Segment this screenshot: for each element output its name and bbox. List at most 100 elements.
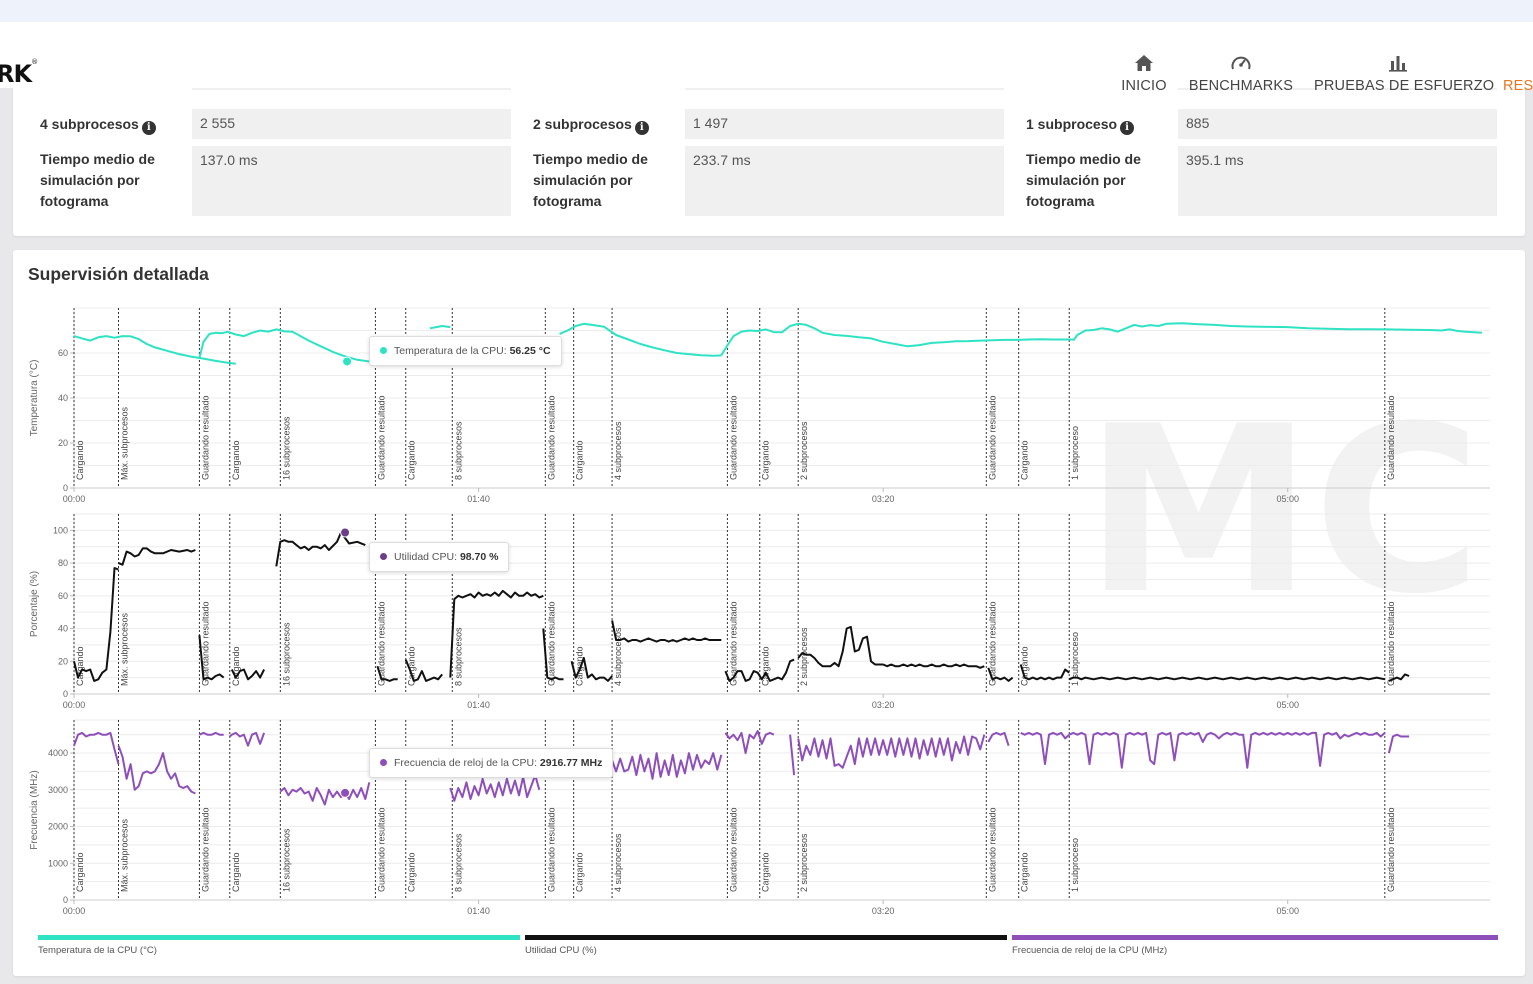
nav-benchmarks[interactable]: BENCHMARKS	[1187, 52, 1295, 104]
series-line	[118, 547, 196, 566]
phase-marker-label: 4 subprocesos	[613, 421, 623, 480]
y-tick-label: 3000	[48, 785, 68, 795]
series-line	[1019, 664, 1070, 681]
phase-marker-label: Cargando	[1020, 646, 1030, 686]
series-line	[1068, 676, 1386, 681]
phase-marker-label: 2 subprocesos	[799, 833, 809, 892]
series-line	[542, 628, 564, 681]
detailed-monitoring-card: Supervisión detallada MC 0 20 40 60 Temperatu…	[13, 250, 1525, 976]
series-line	[198, 635, 225, 681]
phase-marker-label: Guardando resultado	[200, 807, 210, 892]
x-tick-label: 01:40	[467, 906, 490, 916]
info-icon[interactable]: i	[634, 121, 649, 135]
series-line	[1388, 673, 1410, 682]
legend-frequency-bar[interactable]	[1012, 935, 1498, 940]
phase-marker-label: Cargando	[761, 440, 771, 480]
series-line	[1068, 731, 1386, 769]
y-tick-label: 100	[53, 525, 68, 535]
tooltip-dot	[380, 347, 387, 354]
x-tick-label: 01:40	[467, 700, 490, 710]
value-box-stub	[685, 70, 1004, 90]
phase-marker-label: Cargando	[761, 646, 771, 686]
app-logo[interactable]: RK®	[0, 58, 38, 88]
phase-marker-label: 8 subprocesos	[453, 421, 463, 480]
series-line	[117, 745, 196, 795]
y-tick-label: 40	[58, 624, 68, 634]
y-tick-label: 2000	[48, 822, 68, 832]
y-axis-label: Temperatura (°C)	[29, 360, 40, 437]
series-line	[1072, 322, 1482, 342]
stat-time-value: 137.0 ms	[192, 146, 511, 216]
info-icon[interactable]: i	[1120, 121, 1135, 135]
browser-top-strip	[0, 0, 1533, 22]
stat-time-label: Tiempo medio de simulación por fotograma	[533, 151, 648, 209]
phase-marker-label: Guardando resultado	[200, 395, 210, 480]
series-line	[229, 731, 266, 747]
phase-marker-label: Cargando	[575, 646, 585, 686]
x-tick-label: 01:40	[467, 494, 490, 504]
bar-chart-icon	[1389, 56, 1407, 72]
series-line	[1387, 733, 1410, 754]
nav-pruebas-de-esfuerzo[interactable]: PRUEBAS DE ESFUERZO	[1314, 52, 1494, 104]
phase-marker-label: Guardando resultado	[1386, 807, 1396, 892]
stat-value-4-subprocesos: 2 555	[192, 109, 511, 139]
phase-marker-label: 16 subprocesos	[281, 828, 291, 892]
series-line	[449, 774, 541, 802]
series-line	[724, 658, 795, 682]
y-tick-label: 1000	[48, 858, 68, 868]
phase-marker-label: Guardando resultado	[728, 807, 738, 892]
hover-point	[340, 787, 351, 798]
phase-marker-label: Guardando resultado	[1386, 395, 1396, 480]
phase-marker-label: Cargando	[761, 852, 771, 892]
phase-marker-label: Guardando resultado	[376, 601, 386, 686]
y-axis-label: Porcentaje (%)	[29, 571, 40, 637]
phase-marker-label: 1 subproceso	[1070, 838, 1080, 892]
phase-marker-label: Guardando resultado	[376, 807, 386, 892]
phase-marker-label: 1 subproceso	[1070, 632, 1080, 686]
series-line	[449, 589, 544, 678]
phase-marker-label: Cargando	[231, 440, 241, 480]
phase-marker-label: Cargando	[75, 646, 85, 686]
hover-point	[342, 356, 353, 367]
series-line	[230, 668, 265, 681]
series-line	[198, 328, 299, 359]
nav-inicio[interactable]: INICIO	[1118, 52, 1170, 104]
results-summary-card: 4 subprocesos i 2 555 Tiempo medio de sim…	[13, 70, 1525, 236]
series-line	[73, 567, 119, 682]
tooltip-dot	[380, 759, 387, 766]
legend-temperature-bar[interactable]	[38, 935, 520, 940]
x-tick-label: 03:20	[872, 906, 895, 916]
phase-marker-label: Cargando	[575, 440, 585, 480]
series-line	[429, 325, 451, 330]
y-axis-label: Frecuencia (MHz)	[29, 770, 40, 849]
series-line	[570, 657, 613, 682]
nav-resultados[interactable]: RESU	[1503, 78, 1533, 94]
phase-marker-label: 1 subproceso	[1070, 426, 1080, 480]
legend-cpu-usage-bar[interactable]	[525, 935, 1007, 940]
tooltip-temperature: Temperatura de la CPU: 56.25 °C	[369, 336, 562, 366]
phase-marker-label: Cargando	[575, 852, 585, 892]
legend-cpu-usage-label[interactable]: Utilidad CPU (%)	[525, 945, 597, 956]
series-line	[720, 322, 1074, 356]
chart-panel-1: 0 20 40 60 80 100 Porcentaje (%) 00:00 01:40 03:2…	[29, 513, 1490, 710]
stat-label-1-subproceso: 1 subproceso i	[1026, 114, 1135, 135]
series-line	[1020, 731, 1070, 766]
monitoring-charts[interactable]: MC 0 20 40 60 Temperatura (°C) 00:00 01:40 03:20…	[13, 250, 1525, 976]
series-line	[789, 734, 796, 776]
x-tick-label: 05:00	[1276, 906, 1299, 916]
legend-frequency-label[interactable]: Frecuencia de reloj de la CPU (MHz)	[1012, 945, 1168, 956]
x-tick-label: 05:00	[1276, 494, 1299, 504]
phase-marker-label: Cargando	[231, 646, 241, 686]
x-tick-label: 05:00	[1276, 700, 1299, 710]
phase-marker-label: Guardando resultado	[728, 395, 738, 480]
series-line	[559, 322, 722, 357]
y-tick-label: 4000	[48, 748, 68, 758]
y-tick-label: 40	[58, 393, 68, 403]
series-line	[376, 665, 398, 682]
info-icon[interactable]: i	[141, 121, 156, 135]
phase-marker-label: Guardando resultado	[1386, 601, 1396, 686]
series-line	[797, 625, 985, 669]
legend-temperature-label[interactable]: Temperatura de la CPU (°C)	[38, 945, 157, 956]
phase-marker-label: Cargando	[407, 852, 417, 892]
series-line	[275, 531, 366, 567]
